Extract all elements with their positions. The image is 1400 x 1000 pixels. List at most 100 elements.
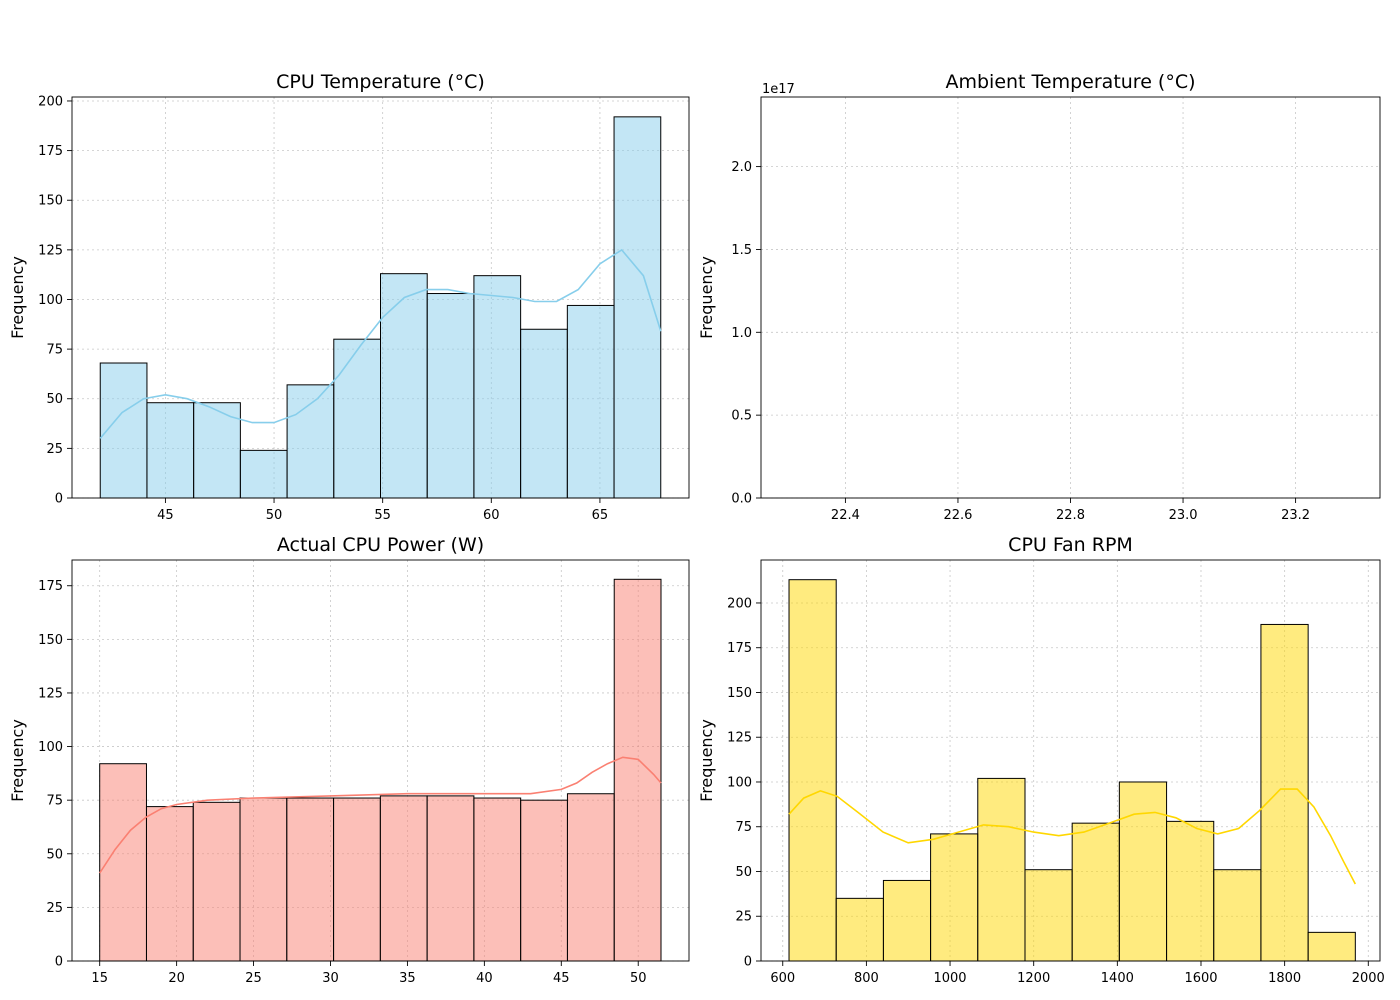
x-tick-label: 1400 bbox=[1101, 971, 1134, 986]
subplot-title: Actual CPU Power (W) bbox=[277, 534, 484, 556]
y-axis-label: Frequency bbox=[8, 719, 27, 802]
x-tick-label: 45 bbox=[553, 971, 570, 986]
x-tick-label: 23.2 bbox=[1281, 508, 1310, 523]
subplot-title: CPU Temperature (°C) bbox=[276, 71, 485, 93]
subplot-title: Ambient Temperature (°C) bbox=[945, 71, 1195, 93]
y-tick-label: 0 bbox=[55, 955, 63, 970]
y-tick-label: 0.5 bbox=[731, 409, 752, 424]
histogram-bar bbox=[333, 797, 381, 962]
histogram-bar bbox=[146, 402, 195, 499]
subplot-cpu-fan-rpm: 600 800 1000 1200 1400 1600 1800 2000 0 25 50 75 100… bbox=[697, 534, 1385, 986]
x-tick-label: 800 bbox=[854, 971, 879, 986]
histogram-bar bbox=[882, 879, 932, 962]
y-tick-label: 1.0 bbox=[731, 326, 752, 341]
y-tick-label: 0 bbox=[744, 955, 752, 970]
histogram-bar bbox=[1213, 869, 1262, 962]
x-tick-label: 1800 bbox=[1268, 971, 1301, 986]
histogram-bar bbox=[379, 795, 428, 962]
histogram-bar bbox=[1307, 931, 1356, 962]
y-tick-label: 200 bbox=[727, 596, 752, 611]
axes-frame bbox=[760, 559, 1381, 962]
x-tick-label: 2000 bbox=[1352, 971, 1385, 986]
histogram-bar bbox=[1024, 869, 1073, 962]
histogram-bar bbox=[239, 797, 288, 962]
y-tick-label: 50 bbox=[46, 392, 63, 407]
y-tick-label: 125 bbox=[38, 686, 63, 701]
histogram-bar bbox=[286, 797, 335, 962]
histogram-bar bbox=[977, 777, 1026, 962]
histogram-bar bbox=[520, 799, 568, 962]
x-tick-label: 600 bbox=[770, 971, 795, 986]
histogram-bar bbox=[426, 293, 475, 499]
kde-curve bbox=[99, 756, 662, 874]
y-tick-label: 1.5 bbox=[731, 243, 752, 258]
y-tick-label: 150 bbox=[727, 686, 752, 701]
y-tick-label: 50 bbox=[735, 865, 752, 880]
subplot-ambient-temperature: 22.4 22.6 22.8 23.0 23.2 0.0 0.5 1.0 1.5 2.0 1e17 A… bbox=[697, 71, 1381, 523]
histogram-bar bbox=[520, 328, 568, 499]
histogram-bar bbox=[1166, 820, 1215, 962]
x-tick-label: 1000 bbox=[933, 971, 966, 986]
y-tick-label: 75 bbox=[46, 794, 63, 809]
x-tick-label: 22.6 bbox=[943, 508, 972, 523]
y-tick-label: 150 bbox=[38, 194, 63, 209]
histogram-bar bbox=[239, 449, 288, 499]
x-tick-label: 65 bbox=[592, 508, 609, 523]
y-tick-label: 25 bbox=[46, 442, 63, 457]
y-tick-label: 200 bbox=[38, 94, 63, 109]
y-tick-label: 50 bbox=[46, 847, 63, 862]
x-tick-label: 35 bbox=[399, 971, 416, 986]
y-tick-label: 100 bbox=[38, 740, 63, 755]
y-tick-label: 75 bbox=[735, 820, 752, 835]
subplot-title: CPU Fan RPM bbox=[1008, 534, 1133, 556]
y-tick-label: 2.0 bbox=[731, 160, 752, 175]
x-tick-label: 25 bbox=[245, 971, 262, 986]
histogram-bar bbox=[192, 801, 241, 962]
histogram-bar bbox=[473, 797, 522, 962]
y-tick-label: 175 bbox=[727, 641, 752, 656]
y-axis-label: Frequency bbox=[697, 256, 716, 339]
x-tick-label: 22.4 bbox=[831, 508, 860, 523]
y-tick-label: 150 bbox=[38, 633, 63, 648]
y-tick-label: 125 bbox=[38, 243, 63, 258]
y-axis-label: Frequency bbox=[8, 256, 27, 339]
x-tick-label: 22.8 bbox=[1056, 508, 1085, 523]
histogram-bar bbox=[788, 579, 837, 962]
histogram-bar bbox=[473, 275, 522, 499]
x-tick-label: 40 bbox=[476, 971, 493, 986]
histogram-bar bbox=[333, 338, 382, 499]
x-tick-label: 55 bbox=[374, 508, 391, 523]
y-tick-label: 175 bbox=[38, 579, 63, 594]
x-tick-label: 1600 bbox=[1184, 971, 1217, 986]
histogram-bar bbox=[1071, 822, 1120, 962]
x-tick-label: 30 bbox=[322, 971, 339, 986]
histogram-bar bbox=[1118, 781, 1168, 962]
y-offset-label: 1e17 bbox=[762, 82, 795, 97]
y-tick-label: 100 bbox=[38, 293, 63, 308]
subplot-cpu-temperature: 45 50 55 60 65 0 25 50 75 100 125 150 175 200 CPU Temp… bbox=[8, 71, 690, 523]
x-tick-label: 60 bbox=[483, 508, 500, 523]
y-tick-label: 175 bbox=[38, 144, 63, 159]
y-tick-label: 25 bbox=[735, 910, 752, 925]
histogram-bar bbox=[380, 273, 428, 499]
histogram-bar bbox=[930, 833, 979, 962]
y-tick-label: 25 bbox=[46, 901, 63, 916]
y-tick-label: 100 bbox=[727, 775, 752, 790]
kde-curve bbox=[99, 248, 662, 439]
y-tick-label: 0 bbox=[55, 492, 63, 507]
x-tick-label: 20 bbox=[168, 971, 185, 986]
histogram-bar bbox=[835, 897, 884, 962]
kde-curve bbox=[788, 788, 1357, 885]
histogram-bar bbox=[426, 795, 475, 962]
histogram-bar bbox=[145, 806, 194, 962]
y-tick-label: 0.0 bbox=[731, 492, 752, 507]
x-tick-label: 1200 bbox=[1017, 971, 1050, 986]
y-tick-label: 75 bbox=[46, 343, 63, 358]
axes-frame bbox=[71, 559, 690, 962]
subplot-actual-cpu-power: 15 20 25 30 35 40 45 50 0 25 50 75 100 125 150 175 Actua… bbox=[8, 534, 690, 986]
x-tick-label: 23.0 bbox=[1169, 508, 1198, 523]
histogram-bar bbox=[566, 304, 615, 499]
axes-frame bbox=[71, 96, 690, 499]
x-tick-label: 15 bbox=[91, 971, 108, 986]
